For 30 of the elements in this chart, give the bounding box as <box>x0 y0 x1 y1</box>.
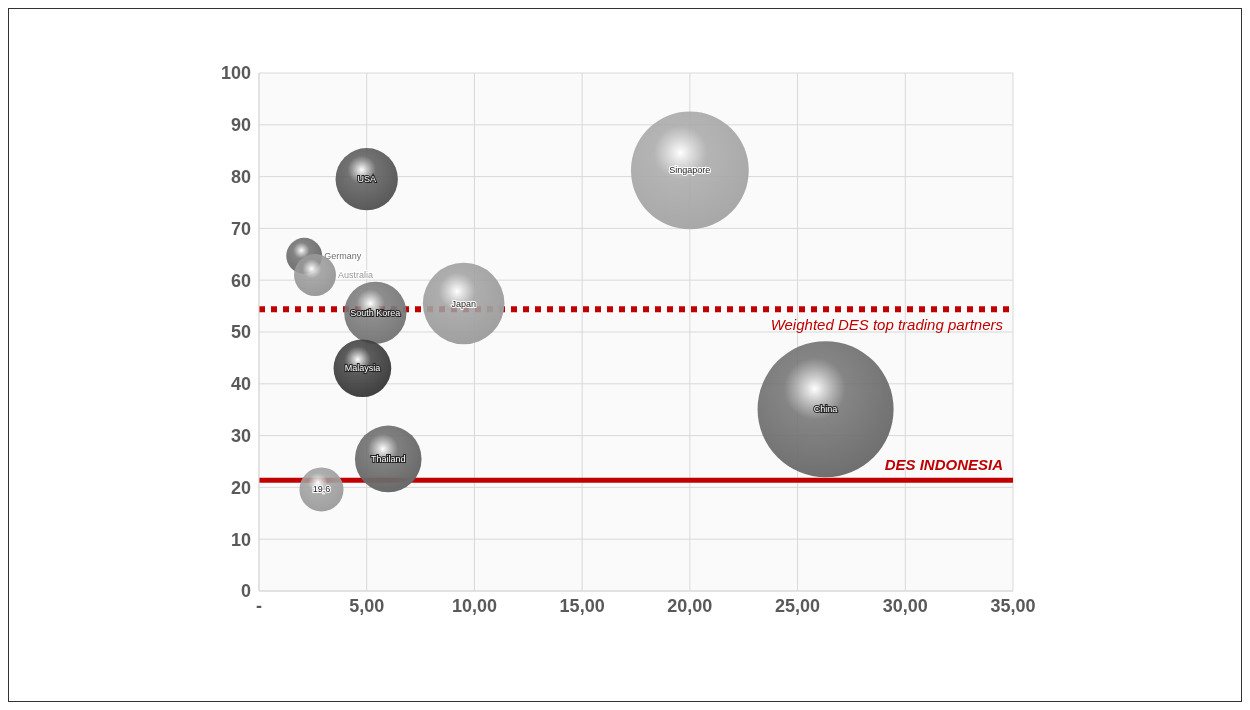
y-tick-label: 100 <box>220 63 251 84</box>
y-tick-label: 0 <box>240 581 251 602</box>
x-tick-label: - <box>256 595 262 616</box>
y-tick-label: 90 <box>230 115 251 136</box>
series-label: Thailand <box>370 453 406 464</box>
series-label: Australia <box>337 270 373 281</box>
data-label: 19,6 <box>312 484 331 495</box>
series-label: Malaysia <box>344 363 381 374</box>
series-label: South Korea <box>350 307 401 318</box>
y-tick-label: 20 <box>230 477 251 498</box>
x-tick-label: 10,00 <box>451 595 497 616</box>
y-tick-label: 60 <box>230 270 251 291</box>
x-tick-label: 35,00 <box>990 595 1036 616</box>
series-label: China <box>813 404 838 415</box>
x-tick-label: 5,00 <box>349 595 385 616</box>
y-tick-label: 70 <box>230 218 251 239</box>
ref-line-label: Weighted DES top trading partners <box>770 315 1004 333</box>
x-tick-label: 15,00 <box>559 595 605 616</box>
y-tick-label: 10 <box>230 529 251 550</box>
y-tick-label: 40 <box>230 374 251 395</box>
series-label: Singapore <box>669 165 711 176</box>
y-tick-label: 50 <box>230 322 251 343</box>
series-label: USA <box>357 174 376 185</box>
series-label: Japan <box>451 298 476 309</box>
x-tick-label: 20,00 <box>667 595 713 616</box>
x-tick-label: 25,00 <box>775 595 821 616</box>
y-tick-label: 30 <box>230 425 251 446</box>
y-tick-label: 80 <box>230 166 251 187</box>
ref-line-label: DES INDONESIA <box>884 456 1003 474</box>
x-tick-label: 30,00 <box>882 595 928 616</box>
